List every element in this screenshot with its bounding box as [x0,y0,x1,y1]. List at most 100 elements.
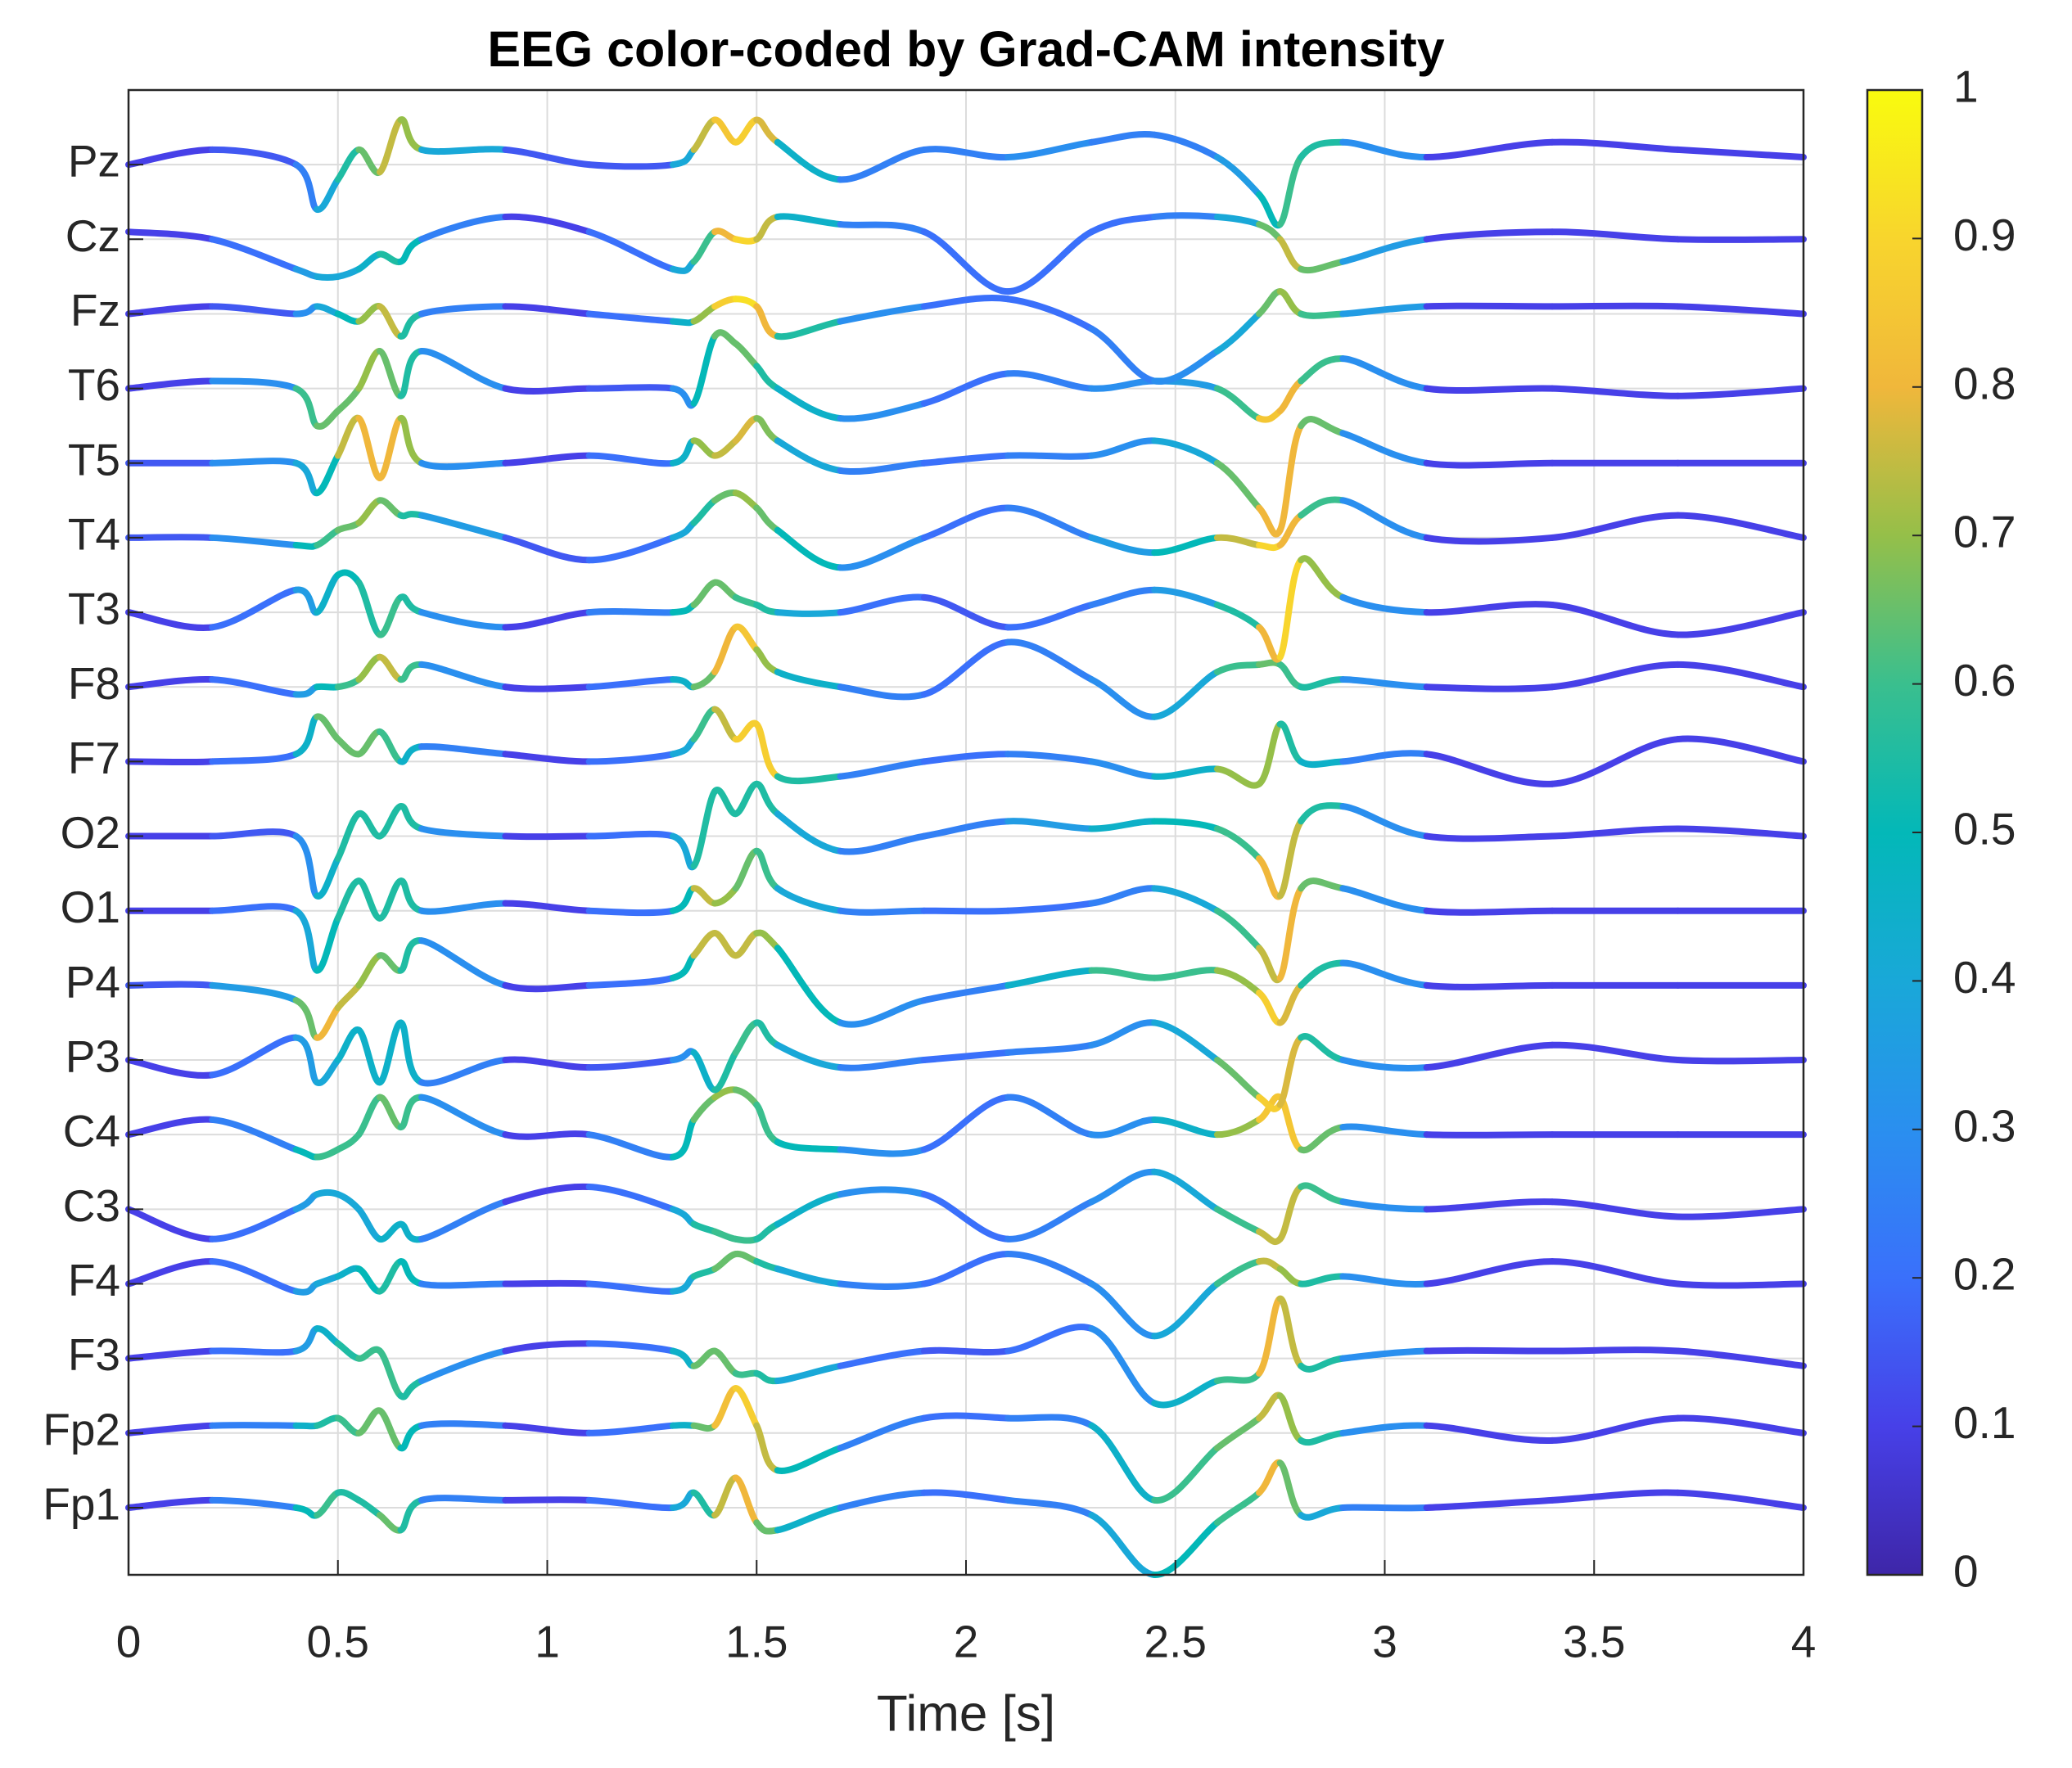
trace-segment [1674,1414,1807,1436]
trace-segment [1276,661,1305,691]
trace-segment [292,1191,321,1213]
trace-segment [292,161,321,213]
trace-segment [1423,459,1556,469]
trace-segment [397,348,426,399]
trace-segment [711,885,739,907]
trace-segment [397,310,426,340]
trace-segment [1151,534,1221,557]
trace-segment [1276,1295,1305,1369]
trace-segment [1298,676,1347,691]
trace-segment [1088,534,1158,557]
trace-segment [774,885,844,914]
trace-segment [1298,355,1347,385]
y-tick-label: T4 [68,508,120,559]
trace-segment [920,294,1012,310]
trace-segment [1256,1228,1284,1245]
trace-segment [1423,1422,1556,1444]
trace-segment [355,653,383,683]
trace-segment [1004,295,1095,332]
trace-segment [1339,885,1430,914]
trace-segment [1339,803,1430,840]
trace-segment [1276,1183,1305,1243]
trace-segment [753,116,781,146]
trace-segment [920,1049,1012,1064]
trace-segment [1276,288,1305,318]
trace-segment [1088,1280,1158,1340]
eeg-trace [125,489,1807,571]
trace-segment [837,534,928,571]
trace-segment [1276,981,1305,1026]
eeg-trace [125,116,1807,229]
trace-segment [1276,1034,1305,1108]
trace-segment [1213,1414,1263,1452]
trace-segment [397,415,426,467]
trace-segment [753,1019,781,1049]
trace-segment [690,930,719,959]
trace-segment [1213,825,1263,862]
trace-segment [314,1325,341,1347]
trace-segment [837,1347,928,1369]
trace-segment [1423,981,1556,990]
trace-segment [1298,1504,1347,1521]
trace-segment [502,751,593,765]
trace-segment [1298,416,1347,437]
trace-segment [1004,228,1095,295]
colorbar-tick-label: 0.6 [1953,655,2016,706]
eeg-trace [125,1168,1807,1245]
x-tick-label: 0 [116,1617,142,1667]
trace-segment [376,1019,404,1086]
trace-segment [585,384,676,392]
trace-segment [1088,1168,1158,1206]
trace-segment [1256,720,1284,787]
trace-segment [1256,945,1284,984]
trace-segment [920,452,1012,467]
trace-segment [502,981,593,993]
trace-segment [1298,877,1347,892]
trace-segment [418,825,509,840]
trace-segment [1004,1198,1095,1243]
trace-segment [1276,422,1305,534]
trace-segment [1256,1391,1284,1422]
trace-segment [1276,154,1305,228]
trace-segment [1004,1414,1095,1429]
trace-segment [732,340,761,370]
trace-segment [1674,303,1807,318]
trace-segment [711,624,739,676]
trace-segment [1088,758,1158,780]
eeg-trace [125,1295,1807,1409]
trace-segment [1339,303,1430,318]
trace-segment [1423,751,1556,787]
eeg-trace [125,706,1807,789]
trace-segment [753,213,781,243]
eeg-trace [125,1250,1807,1340]
trace-segment [690,1220,719,1235]
trace-segment [669,601,697,616]
trace-segment [1674,146,1807,161]
trace-segment [1276,818,1305,900]
trace-segment [774,213,844,228]
trace-segment [502,900,593,914]
trace-segment [397,661,426,683]
trace-segment [837,146,928,183]
trace-segment [1004,1496,1095,1519]
trace-segment [1151,437,1221,467]
trace-segment [585,1280,676,1295]
trace-segment [334,385,363,414]
trace-segment [125,146,216,169]
trace-segment [711,1385,739,1429]
trace-segment [334,1489,363,1504]
trace-segment [1339,676,1430,691]
trace-segment [125,1258,216,1288]
trace-segment [376,593,404,638]
trace-segment [1674,1280,1807,1289]
trace-segment [774,437,844,474]
trace-segment [1088,818,1158,832]
eeg-trace [125,623,1807,720]
trace-segment [209,1496,300,1511]
y-tick-label: Cz [65,210,120,261]
trace-segment [1088,586,1158,608]
trace-segment [334,415,363,459]
y-tick-label: Pz [68,136,120,187]
trace-segment [732,489,761,512]
